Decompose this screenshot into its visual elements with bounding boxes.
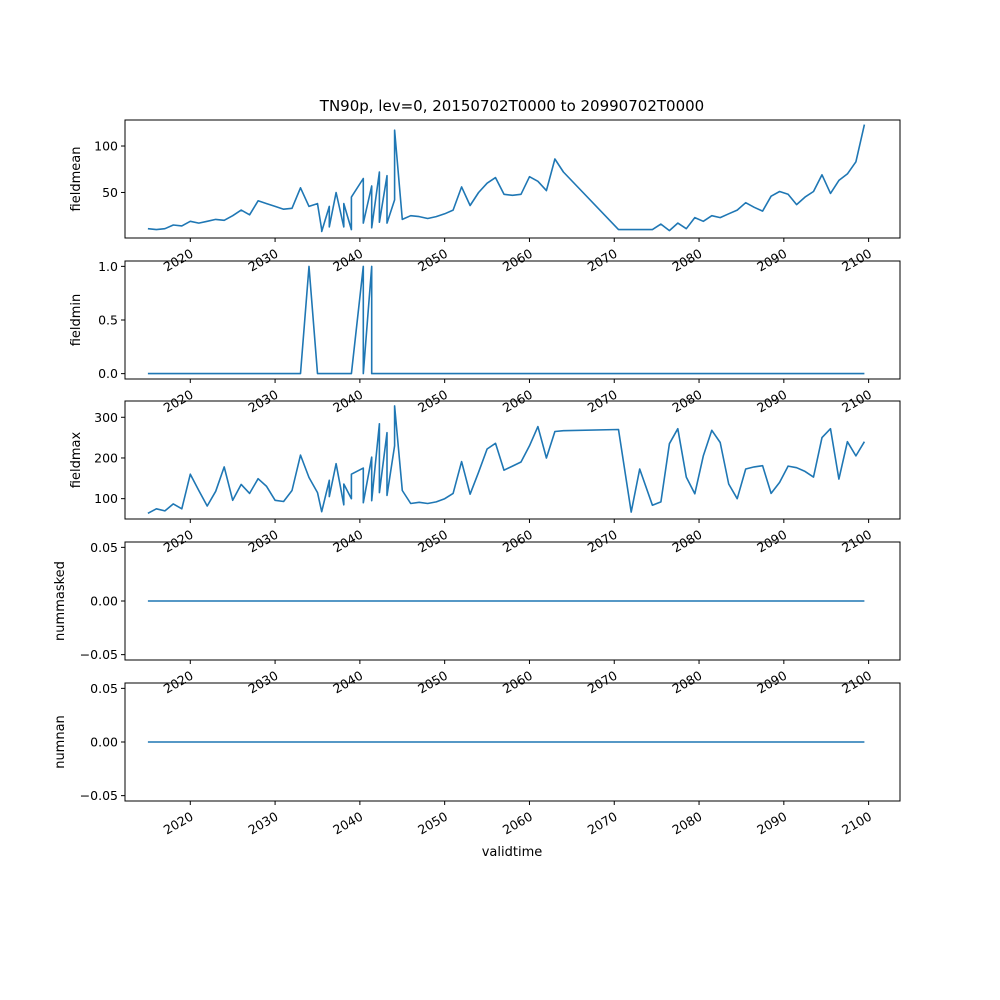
fieldmax-axes-frame <box>124 400 901 520</box>
fieldmin-y-tick-label: 1.0 <box>98 259 118 274</box>
numnan-y-axis-label: numnan <box>53 715 68 769</box>
nummasked-y-tick-label: 0.00 <box>90 594 118 609</box>
fieldmin-y-tick-label: 0.5 <box>98 313 118 328</box>
fieldmax-y-tick-label: 200 <box>94 450 118 465</box>
fieldmean-series-line <box>147 124 866 233</box>
nummasked-y-tick-label: 0.05 <box>90 540 118 555</box>
fieldmean-y-tick-label: 100 <box>94 139 118 154</box>
fieldmax-y-tick-label: 300 <box>94 410 118 425</box>
nummasked-y-tick-label: −0.05 <box>80 647 118 662</box>
fieldmin-y-tick-label: 0.0 <box>98 366 118 381</box>
fieldmin-series-line <box>147 265 865 375</box>
fieldmax-y-tick-label: 100 <box>94 491 118 506</box>
fieldmax-y-axis-label: fieldmax <box>69 432 84 489</box>
chart-title: TN90p, lev=0, 20150702T0000 to 20990702T… <box>319 97 704 115</box>
numnan-y-tick-label: 0.00 <box>90 735 118 750</box>
numnan-y-tick-label: 0.05 <box>90 681 118 696</box>
fieldmean-axes-frame <box>124 119 901 239</box>
x-axis-label: validtime <box>482 845 543 860</box>
fieldmean-y-axis-label: fieldmean <box>69 147 84 212</box>
nummasked-y-axis-label: nummasked <box>53 561 68 641</box>
numnan-y-tick-label: −0.05 <box>80 788 118 803</box>
fieldmin-y-axis-label: fieldmin <box>69 294 84 347</box>
fieldmax-series-line <box>147 405 866 515</box>
fieldmean-y-tick-label: 50 <box>102 185 118 200</box>
